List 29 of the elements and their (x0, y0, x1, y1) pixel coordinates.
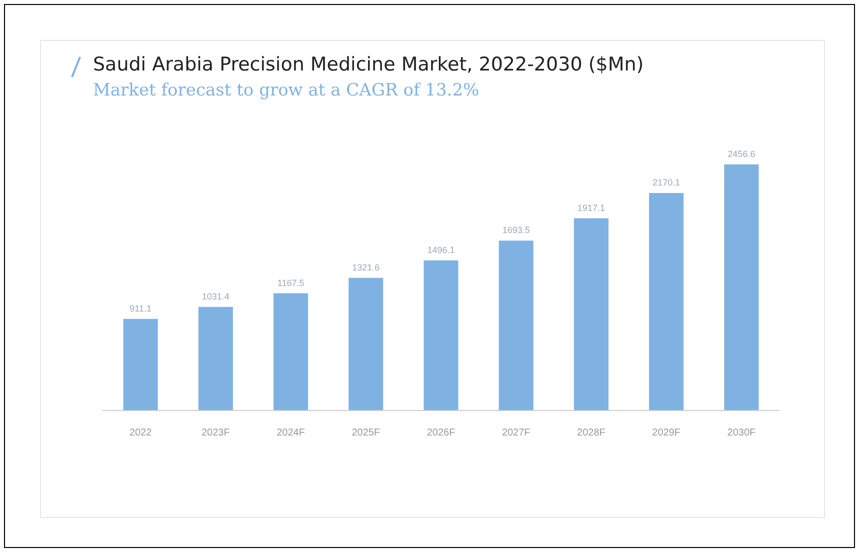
bar (274, 293, 308, 410)
data-label: 1693.5 (502, 225, 530, 236)
bar (649, 192, 684, 410)
x-tick-label: 2024F (276, 428, 305, 438)
x-tick-label: 2030F (727, 428, 756, 438)
data-label: 1031.4 (202, 291, 230, 302)
chart-title: Saudi Arabia Precision Medicine Market, 2022-2030 ($Mn) (93, 54, 644, 76)
data-label: 2170.1 (652, 177, 680, 188)
x-tick-label: 2023F (201, 428, 230, 438)
bar (123, 318, 158, 410)
bar (724, 164, 759, 410)
data-label: 1496.1 (427, 244, 455, 255)
data-label: 2456.6 (728, 148, 756, 159)
chart-subtitle: Market forecast to grow at a CAGR of 13.2% (93, 80, 480, 100)
data-label: 911.1 (130, 303, 152, 314)
bar (348, 278, 384, 410)
bar (574, 218, 608, 410)
x-tick-label: 2027F (502, 428, 530, 438)
bar (424, 260, 458, 410)
data-label: 1917.1 (577, 202, 605, 213)
data-label: 1321.6 (352, 262, 380, 272)
x-tick-label: 2028F (577, 428, 606, 438)
bar (498, 240, 534, 410)
x-tick-label: 2025F (352, 428, 380, 438)
x-tick-label: 2022 (129, 428, 152, 438)
data-label: 1167.5 (277, 278, 304, 288)
x-tick-label: 2029F (652, 428, 681, 438)
x-tick-label: 2026F (426, 428, 456, 438)
bar (198, 306, 233, 410)
